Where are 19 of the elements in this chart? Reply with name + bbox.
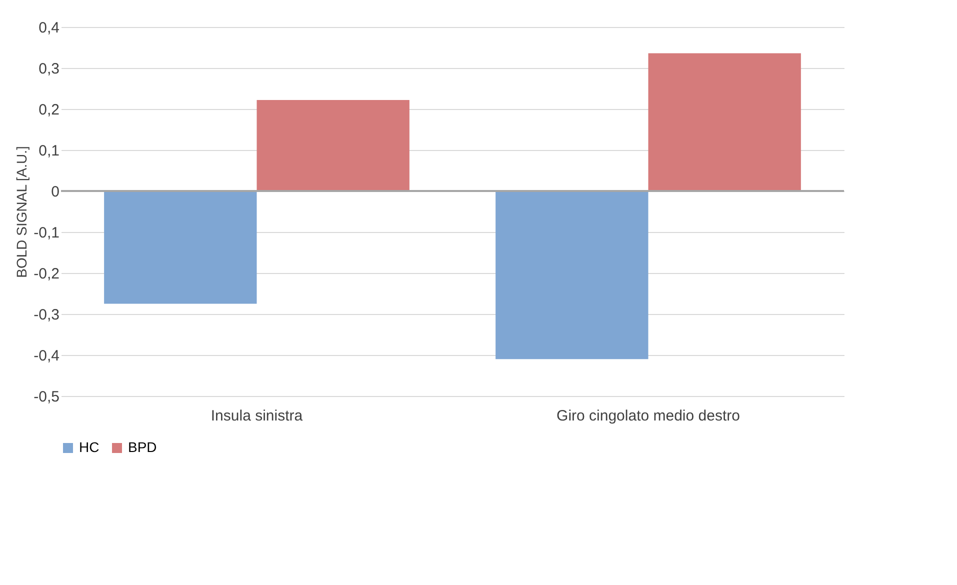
y-tick-label: -0,5 [34, 388, 60, 406]
y-tick-label: 0,1 [38, 142, 60, 160]
y-tick-label: 0 [51, 184, 60, 200]
bar [256, 100, 410, 191]
x-tick-label: Insula sinistra [210, 408, 304, 424]
y-tick-label: -0,2 [34, 266, 60, 282]
y-tick-label: -0,1 [34, 224, 60, 242]
y-tick-label: 0,2 [38, 102, 60, 118]
legend-label: BPD [128, 439, 157, 455]
bar [104, 191, 257, 304]
y-tick-label: 0,4 [38, 20, 60, 36]
bar [496, 191, 648, 360]
y-axis-title: BOLD SIGNAL [A.U.] [14, 146, 30, 278]
y-tick-label: -0,3 [34, 306, 60, 324]
legend-label: HC [79, 439, 100, 455]
y-tick-label: 0,3 [38, 60, 60, 78]
y-tick-label: -0,4 [34, 348, 60, 364]
x-tick-label: Giro cingolato medio destro [556, 408, 740, 424]
bar [648, 53, 801, 191]
